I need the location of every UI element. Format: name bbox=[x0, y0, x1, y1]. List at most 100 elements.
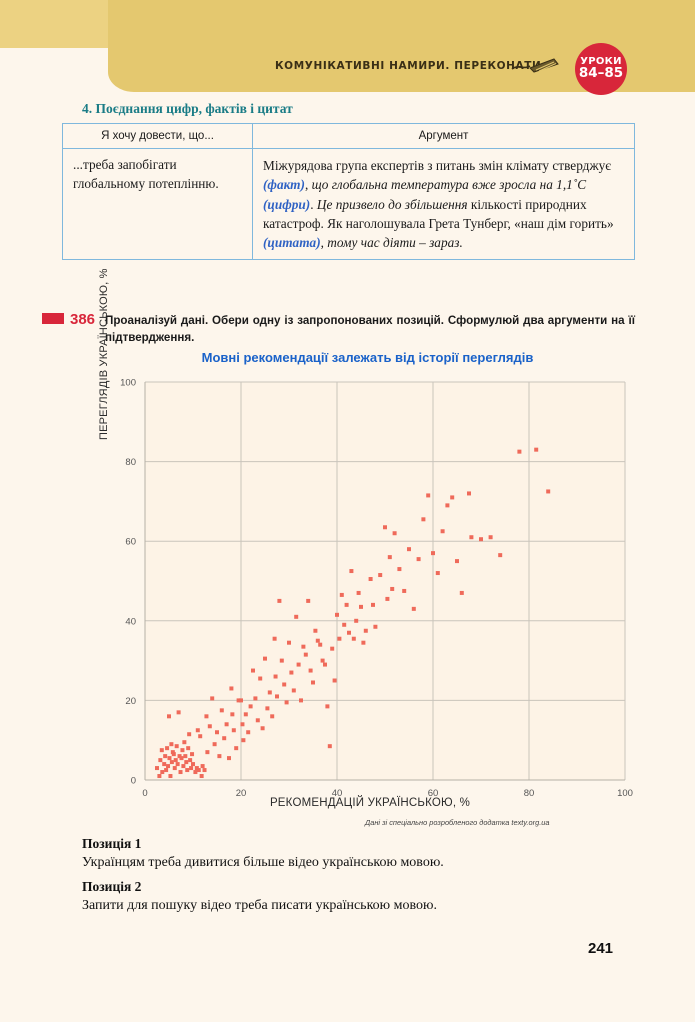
scatter-chart: 0 20 40 60 80 100 0 20 40 60 80 100 bbox=[60, 372, 635, 822]
scatter-point bbox=[303, 652, 308, 657]
scatter-point bbox=[212, 742, 217, 747]
position-2-body: Запити для пошуку відео треба писати укр… bbox=[82, 898, 437, 913]
lesson-badge: УРОКИ 84–85 bbox=[575, 43, 627, 95]
scatter-point bbox=[440, 529, 445, 534]
page-banner: КОМУНІКАТИВНІ НАМИРИ. ПЕРЕКОНАТИ УРОКИ 8… bbox=[0, 0, 695, 95]
y-tick-label: 100 bbox=[120, 378, 136, 389]
chart-source-note: Дані зі спеціально розробленого додатка … bbox=[365, 818, 550, 827]
scatter-point bbox=[498, 553, 503, 558]
scatter-point bbox=[196, 768, 201, 773]
scatter-point bbox=[234, 746, 239, 751]
scatter-point bbox=[180, 748, 185, 753]
scatter-point bbox=[421, 517, 426, 522]
argument-fragment: (факт) bbox=[263, 177, 305, 193]
position-1: Позиція 1 Українцям треба дивитися більш… bbox=[82, 836, 642, 871]
scatter-point bbox=[171, 752, 176, 757]
scatter-point bbox=[224, 722, 229, 727]
argument-fragment: (цитата) bbox=[263, 235, 321, 251]
scatter-point bbox=[306, 598, 311, 603]
scatter-point bbox=[435, 571, 440, 576]
scatter-point bbox=[287, 640, 291, 645]
exercise-marker bbox=[42, 313, 64, 324]
scatter-point bbox=[186, 746, 191, 751]
scatter-point bbox=[277, 598, 282, 603]
scatter-point bbox=[178, 770, 183, 775]
scatter-point bbox=[335, 612, 339, 617]
scatter-point bbox=[351, 636, 356, 641]
scatter-point bbox=[390, 586, 395, 591]
scatter-point bbox=[193, 770, 198, 775]
scatter-point bbox=[517, 449, 522, 454]
position-1-heading: Позиція 1 bbox=[82, 836, 142, 851]
scatter-point bbox=[248, 704, 253, 709]
scatter-point bbox=[265, 706, 270, 711]
scatter-point bbox=[354, 618, 359, 623]
scatter-point bbox=[205, 750, 210, 755]
scatter-point bbox=[407, 547, 411, 552]
position-1-body: Українцям треба дивитися більше відео ук… bbox=[82, 855, 444, 870]
plot-background bbox=[145, 382, 625, 780]
scatter-point bbox=[272, 636, 277, 641]
scatter-point bbox=[157, 774, 162, 779]
scatter-point bbox=[339, 592, 344, 597]
scatter-point bbox=[166, 764, 171, 769]
scatter-point bbox=[361, 640, 366, 645]
scatter-point bbox=[301, 644, 306, 649]
scatter-point bbox=[387, 555, 392, 560]
argument-fragment: (цифри) bbox=[263, 196, 311, 212]
scatter-point bbox=[163, 754, 168, 759]
scatter-point bbox=[273, 674, 278, 679]
position-2-heading: Позиція 2 bbox=[82, 879, 142, 894]
scatter-point bbox=[158, 758, 163, 763]
scatter-point bbox=[371, 602, 375, 607]
scatter-point bbox=[411, 606, 416, 611]
y-tick-label: 80 bbox=[125, 457, 136, 468]
exercise-instruction: Проаналізуй дані. Обери одну із запропон… bbox=[105, 314, 635, 344]
lesson-badge-numbers: 84–85 bbox=[578, 65, 624, 82]
scatter-point bbox=[241, 738, 246, 743]
scatter-point bbox=[349, 569, 354, 574]
scatter-point bbox=[416, 557, 421, 562]
scatter-point bbox=[179, 756, 184, 761]
scatter-point bbox=[162, 762, 167, 767]
scatter-point bbox=[258, 676, 263, 681]
scatter-point bbox=[263, 656, 267, 661]
scatter-point bbox=[359, 604, 363, 609]
scatter-point bbox=[397, 567, 402, 572]
scatter-point bbox=[392, 531, 397, 536]
table-header-claim: Я хочу довести, що... bbox=[62, 123, 253, 149]
y-tick-label: 20 bbox=[125, 696, 136, 707]
x-tick-label: 60 bbox=[428, 788, 439, 799]
scatter-point bbox=[207, 724, 212, 729]
scatter-point bbox=[546, 489, 551, 494]
argument-fragment: Це призвело до збільшення bbox=[316, 196, 471, 212]
scatter-point bbox=[190, 752, 195, 757]
scatter-point bbox=[479, 537, 483, 542]
position-2: Позиція 2 Запити для пошуку відео треба … bbox=[82, 879, 642, 914]
argument-fragment: Міжурядова група експертів з питань змін… bbox=[263, 158, 611, 173]
scatter-point bbox=[488, 535, 493, 540]
scatter-point bbox=[373, 624, 378, 629]
scatter-point bbox=[260, 726, 265, 731]
scatter-point bbox=[426, 493, 431, 498]
argument-fragment: тому час діяти – зараз. bbox=[327, 235, 463, 251]
scatter-point bbox=[227, 756, 231, 761]
scatter-point bbox=[313, 628, 318, 633]
pencil-icon bbox=[510, 58, 560, 79]
exercise-number: 386 bbox=[70, 311, 96, 328]
scatter-point bbox=[267, 690, 272, 695]
scatter-point bbox=[191, 762, 195, 767]
scatter-point bbox=[188, 758, 193, 763]
table-header-argument: Аргумент bbox=[252, 123, 635, 149]
y-tick-label: 40 bbox=[125, 616, 136, 627]
scatter-point bbox=[187, 732, 192, 737]
scatter-point bbox=[275, 694, 279, 699]
scatter-point bbox=[198, 734, 203, 739]
scatter-point bbox=[155, 766, 159, 771]
scatter-point bbox=[368, 577, 373, 582]
argument-fragment: . bbox=[310, 196, 317, 212]
y-tick-label: 0 bbox=[131, 776, 136, 787]
x-tick-label: 20 bbox=[236, 788, 247, 799]
table-cell-claim: ...треба запобігати глобальному потеплін… bbox=[62, 147, 253, 261]
scatter-point bbox=[182, 740, 187, 745]
